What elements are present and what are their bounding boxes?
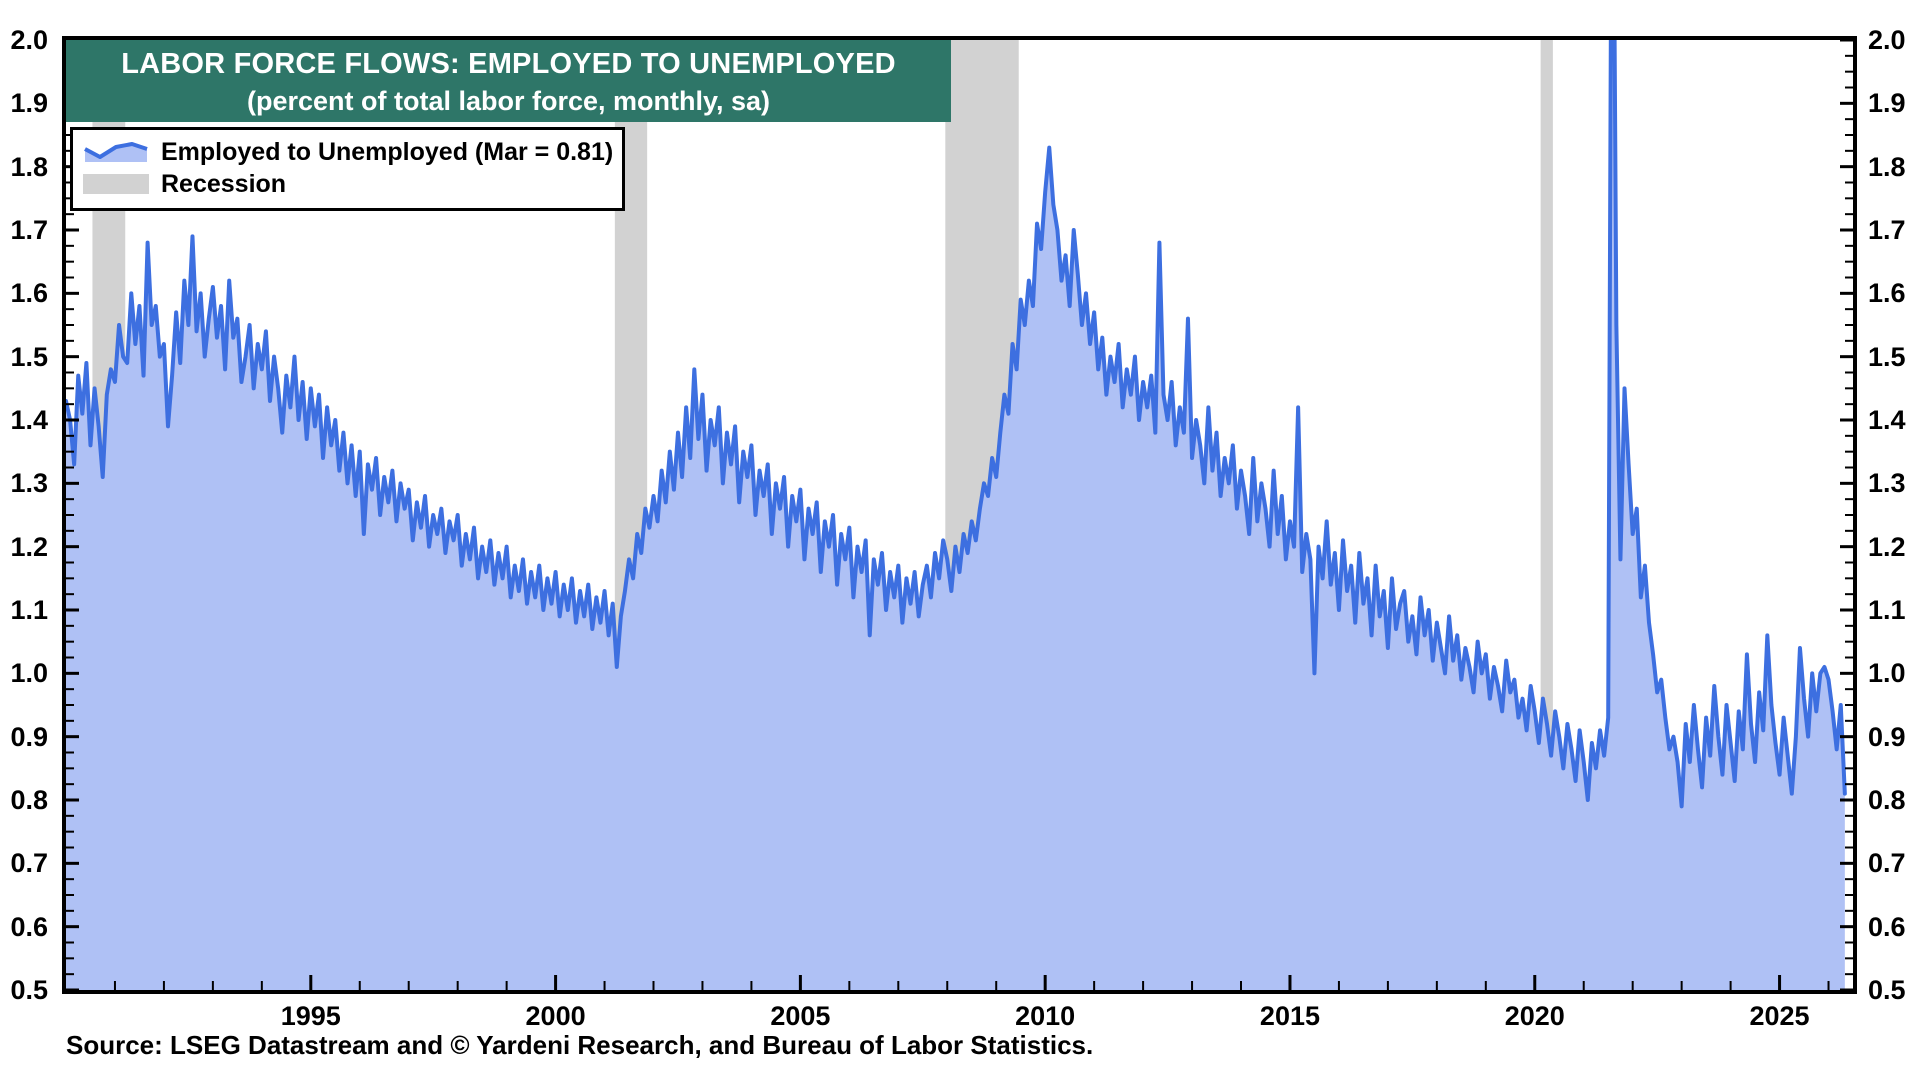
y-axis-tick-label-left: 1.6 xyxy=(10,278,48,309)
y-axis-tick-label-left: 1.3 xyxy=(10,468,48,499)
legend-item-recession: Recession xyxy=(83,168,612,200)
y-axis-tick-label-right: 1.0 xyxy=(1868,658,1906,689)
y-axis-tick-label-left: 1.5 xyxy=(10,341,48,372)
y-axis-tick-label-right: 1.2 xyxy=(1868,531,1906,562)
y-axis-tick-label-right: 0.6 xyxy=(1868,911,1906,942)
x-axis-tick-label: 1995 xyxy=(280,1001,341,1031)
y-axis-tick-label-right: 0.8 xyxy=(1868,785,1906,815)
chart-subtitle: (percent of total labor force, monthly, … xyxy=(246,86,771,116)
y-axis-tick-label-right: 1.1 xyxy=(1868,595,1906,625)
y-axis-tick-label-right: 0.5 xyxy=(1868,975,1906,1005)
y-axis-tick-label-left: 0.9 xyxy=(10,721,48,752)
series-group xyxy=(66,40,1847,990)
source-note: Source: LSEG Datastream and © Yardeni Re… xyxy=(66,1030,1094,1060)
y-axis-tick-label-left: 1.2 xyxy=(10,531,48,562)
x-axis-tick-label: 2015 xyxy=(1259,1001,1321,1031)
y-axis-tick-label-right: 0.7 xyxy=(1868,848,1906,879)
plot-area xyxy=(62,36,1857,994)
y-axis-tick-label-right: 1.6 xyxy=(1868,278,1906,309)
series-swatch-icon xyxy=(83,140,149,164)
y-axis-tick-label-right: 1.5 xyxy=(1868,341,1906,372)
series-line xyxy=(66,40,1847,809)
legend: Employed to Unemployed (Mar = 0.81) Rece… xyxy=(70,127,625,211)
legend-label-series: Employed to Unemployed (Mar = 0.81) xyxy=(161,137,614,166)
y-axis-tick-label-left: 1.8 xyxy=(10,151,48,182)
y-axis-tick-label-right: 1.3 xyxy=(1868,468,1906,499)
y-axis-tick-label-right: 1.7 xyxy=(1868,215,1906,245)
y-axis-tick-label-right: 1.8 xyxy=(1868,151,1906,182)
legend-label-recession: Recession xyxy=(161,169,287,198)
chart-svg xyxy=(66,40,1853,990)
y-axis-tick-label-left: 0.5 xyxy=(10,975,48,1005)
series-area-fill xyxy=(66,40,1845,990)
recession-swatch-icon xyxy=(83,174,149,194)
x-axis-tick-label: 2005 xyxy=(770,1001,831,1031)
y-axis-tick-label-left: 0.8 xyxy=(10,785,48,815)
y-axis-tick-label-left: 1.1 xyxy=(10,595,48,625)
y-axis-tick-label-left: 2.0 xyxy=(10,25,48,55)
x-axis-tick-label: 2010 xyxy=(1015,1001,1076,1031)
legend-item-series: Employed to Unemployed (Mar = 0.81) xyxy=(83,136,614,168)
x-axis-tick-label: 2020 xyxy=(1504,1001,1565,1031)
y-axis-tick-label-left: 0.6 xyxy=(10,911,48,942)
y-axis-tick-label-left: 0.7 xyxy=(10,848,48,879)
y-axis-tick-label-right: 0.9 xyxy=(1868,721,1906,752)
y-axis-tick-label-left: 1.9 xyxy=(10,88,48,119)
y-axis-tick-label-left: 1.0 xyxy=(10,658,48,689)
chart-title-banner: LABOR FORCE FLOWS: EMPLOYED TO UNEMPLOYE… xyxy=(66,40,951,122)
y-axis-tick-label-left: 1.4 xyxy=(10,405,48,435)
y-axis-tick-label-left: 1.7 xyxy=(10,215,48,245)
x-axis-tick-label: 2000 xyxy=(525,1001,586,1031)
chart-title: LABOR FORCE FLOWS: EMPLOYED TO UNEMPLOYE… xyxy=(121,48,896,80)
y-axis-tick-label-right: 1.4 xyxy=(1868,405,1906,435)
y-axis-tick-label-right: 1.9 xyxy=(1868,88,1906,119)
x-axis-tick-label: 2025 xyxy=(1749,1001,1810,1031)
y-axis-tick-label-right: 2.0 xyxy=(1868,25,1906,55)
